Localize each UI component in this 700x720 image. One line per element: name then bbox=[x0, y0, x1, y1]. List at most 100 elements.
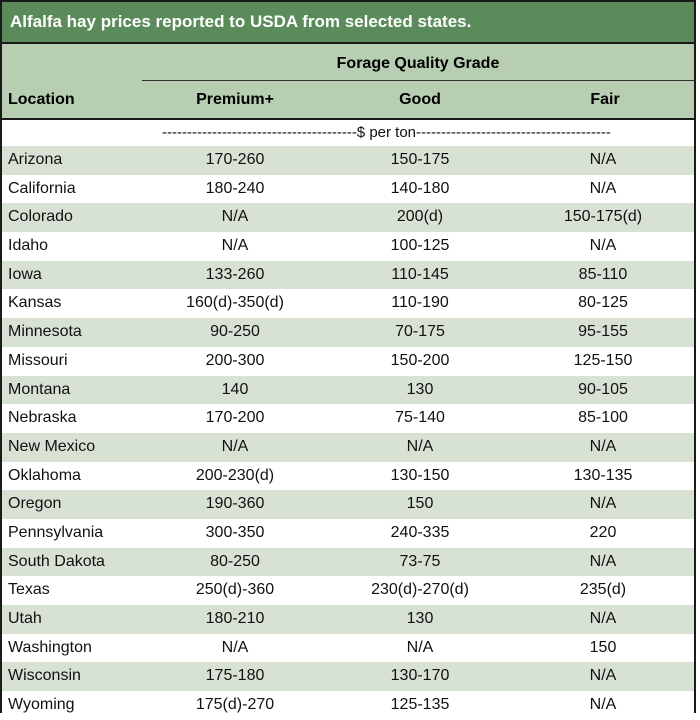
group-header-forage-quality-grade: Forage Quality Grade bbox=[336, 55, 500, 72]
table-row: Oregon 190-360 150 N/A bbox=[2, 490, 694, 519]
cell-location: Pennsylvania bbox=[8, 523, 104, 541]
cell-premium: 170-200 bbox=[205, 409, 265, 427]
cell-location: Colorado bbox=[8, 208, 73, 226]
cell-location: Oklahoma bbox=[8, 466, 81, 484]
cell-premium: 175(d)-270 bbox=[195, 696, 275, 714]
cell-fair: 85-110 bbox=[578, 265, 628, 283]
table-row: Pennsylvania 300-350 240-335 220 bbox=[2, 518, 694, 548]
cell-good: 70-175 bbox=[395, 323, 445, 341]
cell-premium: N/A bbox=[221, 208, 249, 226]
cell-good: 100-125 bbox=[390, 237, 450, 255]
cell-location: Oregon bbox=[8, 495, 62, 513]
cell-location: Wyoming bbox=[8, 696, 75, 714]
cell-fair: 235(d) bbox=[579, 581, 627, 599]
cell-premium: 190-360 bbox=[205, 495, 265, 513]
cell-good: 150 bbox=[406, 495, 434, 513]
cell-premium: 200-300 bbox=[205, 351, 265, 369]
cell-fair: 130-135 bbox=[573, 466, 633, 484]
cell-location: New Mexico bbox=[8, 437, 96, 455]
cell-fair: N/A bbox=[589, 552, 617, 570]
cell-premium: 250(d)-360 bbox=[195, 581, 275, 599]
table-row: Nebraska 170-200 75-140 85-100 bbox=[2, 404, 694, 433]
cell-good: 140-180 bbox=[390, 179, 450, 197]
table-row: Missouri 200-300 150-200 125-150 bbox=[2, 346, 694, 376]
cell-good: 110-190 bbox=[391, 294, 449, 312]
cell-premium: N/A bbox=[221, 638, 249, 656]
cell-good: 150-175 bbox=[390, 151, 450, 168]
column-header-premium: Premium+ bbox=[196, 91, 274, 108]
cell-premium: 300-350 bbox=[205, 523, 265, 541]
cell-fair: N/A bbox=[589, 495, 617, 513]
table-row: Colorado N/A 200(d) 150-175(d) bbox=[2, 203, 694, 233]
table-row: South Dakota 80-250 73-75 N/A bbox=[2, 547, 694, 577]
cell-premium: N/A bbox=[221, 437, 249, 455]
cell-premium: N/A bbox=[221, 237, 249, 255]
cell-location: Minnesota bbox=[8, 323, 82, 341]
cell-location: Idaho bbox=[8, 237, 49, 255]
cell-fair: N/A bbox=[589, 667, 617, 685]
cell-fair: 85-100 bbox=[578, 409, 628, 427]
cell-fair: N/A bbox=[589, 151, 617, 168]
cell-good: N/A bbox=[406, 437, 434, 455]
cell-fair: N/A bbox=[589, 237, 617, 255]
column-header-location: Location bbox=[8, 91, 75, 108]
cell-location: Wisconsin bbox=[8, 667, 81, 685]
cell-fair: 125-150 bbox=[573, 351, 633, 369]
cell-location: Missouri bbox=[8, 351, 68, 369]
cell-good: 240-335 bbox=[390, 523, 450, 541]
table-row: Washington N/A N/A 150 bbox=[2, 633, 694, 663]
cell-premium: 170-260 bbox=[205, 151, 265, 168]
cell-fair: N/A bbox=[589, 437, 617, 455]
cell-premium: 90-250 bbox=[210, 323, 260, 341]
table-row: New Mexico N/A N/A N/A bbox=[2, 432, 694, 462]
cell-fair: 80-125 bbox=[578, 294, 628, 312]
cell-location: California bbox=[8, 179, 76, 197]
table-row: Minnesota 90-250 70-175 95-155 bbox=[2, 318, 694, 347]
cell-premium: 175-180 bbox=[205, 667, 265, 685]
table-row: Idaho N/A 100-125 N/A bbox=[2, 232, 694, 261]
cell-premium: 180-240 bbox=[205, 179, 265, 197]
cell-fair: 150-175(d) bbox=[563, 208, 643, 226]
table-row: Arizona 170-260 150-175 N/A bbox=[2, 146, 694, 175]
cell-location: South Dakota bbox=[8, 552, 105, 570]
group-header-rule bbox=[142, 80, 694, 81]
cell-premium: 80-250 bbox=[210, 552, 260, 570]
column-header-fair: Fair bbox=[590, 91, 620, 108]
cell-fair: N/A bbox=[589, 696, 617, 714]
table-title: Alfalfa hay prices reported to USDA from… bbox=[2, 2, 694, 44]
cell-good: 200(d) bbox=[396, 208, 444, 226]
unit-label-row: ---------------------------------------$… bbox=[2, 120, 694, 146]
column-header-good: Good bbox=[399, 91, 441, 108]
table-row: California 180-240 140-180 N/A bbox=[2, 174, 694, 204]
cell-fair: N/A bbox=[589, 610, 617, 627]
cell-location: Kansas bbox=[8, 294, 62, 312]
cell-good: N/A bbox=[406, 638, 434, 656]
table-row: Utah 180-210 130 N/A bbox=[2, 605, 694, 634]
cell-good: 130-170 bbox=[390, 667, 450, 685]
cell-premium: 133-260 bbox=[205, 265, 265, 283]
table-row: Kansas 160(d)-350(d) 110-190 80-125 bbox=[2, 289, 694, 319]
cell-good: 130 bbox=[406, 380, 434, 398]
cell-location: Iowa bbox=[8, 265, 42, 283]
cell-location: Washington bbox=[8, 638, 92, 656]
table-row: Texas 250(d)-360 230(d)-270(d) 235(d) bbox=[2, 576, 694, 605]
cell-fair: 220 bbox=[589, 523, 617, 541]
cell-good: 125-135 bbox=[390, 696, 450, 714]
cell-premium: 200-230(d) bbox=[195, 466, 275, 484]
table-header: Forage Quality Grade Location Premium+ G… bbox=[2, 44, 694, 120]
cell-fair: 90-105 bbox=[578, 380, 628, 398]
cell-premium: 140 bbox=[221, 380, 249, 398]
cell-fair: N/A bbox=[589, 179, 617, 197]
table-row: Wisconsin 175-180 130-170 N/A bbox=[2, 662, 694, 692]
cell-good: 73-75 bbox=[399, 552, 441, 570]
cell-premium: 160(d)-350(d) bbox=[186, 294, 284, 312]
cell-location: Arizona bbox=[8, 151, 63, 168]
table-row: Oklahoma 200-230(d) 130-150 130-135 bbox=[2, 461, 694, 491]
cell-good: 130-150 bbox=[390, 466, 450, 484]
cell-good: 130 bbox=[406, 610, 434, 627]
cell-location: Nebraska bbox=[8, 409, 77, 427]
cell-fair: 150 bbox=[589, 638, 617, 656]
cell-good: 75-140 bbox=[395, 409, 445, 427]
table-body: Arizona 170-260 150-175 N/A California 180-24… bbox=[2, 146, 694, 720]
